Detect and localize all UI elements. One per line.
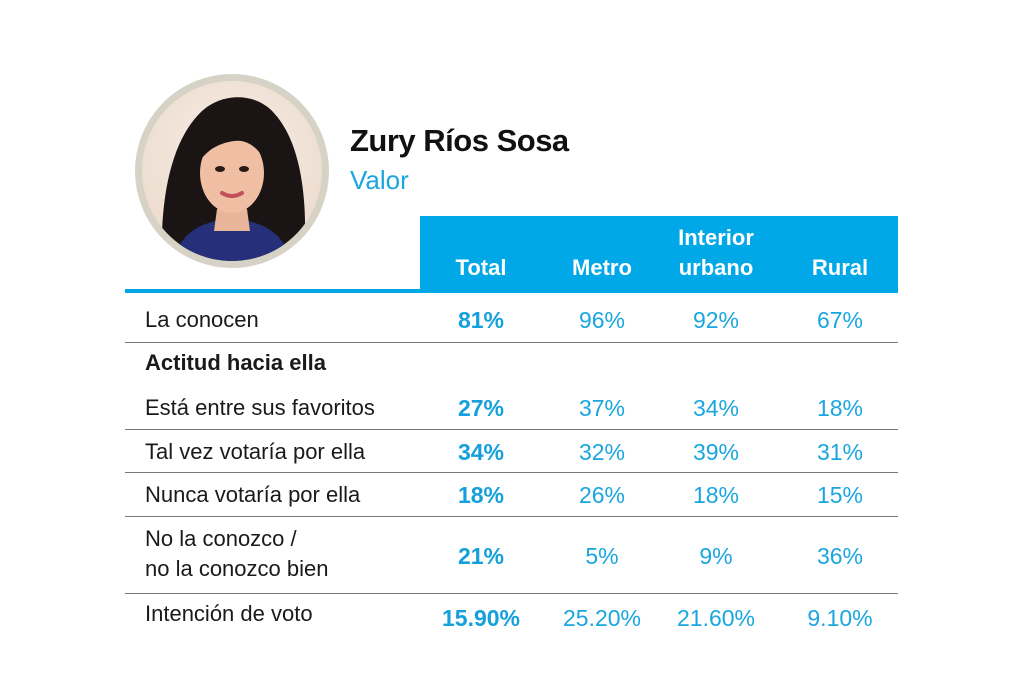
table-header-rule <box>125 289 898 293</box>
row-label: Está entre sus favoritos <box>145 395 375 420</box>
row-divider <box>125 516 898 517</box>
cell-rural: 18% <box>816 395 864 421</box>
cell-interior: 18% <box>692 482 740 508</box>
column-header-interior-urbano: Interior urbano <box>678 225 754 280</box>
cell-rural: 67% <box>816 307 864 333</box>
row-label-line-1: No la conozco / <box>145 526 297 551</box>
cell-total: 81% <box>457 307 505 333</box>
cell-metro: 96% <box>578 307 626 333</box>
row-divider <box>125 472 898 473</box>
row-divider <box>125 593 898 594</box>
row-divider <box>125 429 898 430</box>
cell-total: 18% <box>457 482 505 508</box>
row-label: La conocen <box>145 307 259 332</box>
cell-interior: 92% <box>692 307 740 333</box>
cell-rural: 9.10% <box>807 605 873 631</box>
cell-rural: 15% <box>816 482 864 508</box>
row-divider <box>125 342 898 343</box>
portrait-illustration <box>161 97 306 261</box>
cell-metro: 26% <box>578 482 626 508</box>
row-label: Tal vez votaría por ella <box>145 439 366 464</box>
column-header-total: Total <box>455 255 507 280</box>
cell-metro: 25.20% <box>562 605 641 631</box>
column-header-rural: Rural <box>811 255 869 280</box>
cell-total: 34% <box>457 439 505 465</box>
cell-total: 27% <box>457 395 505 421</box>
candidate-party: Valor <box>350 165 409 195</box>
cell-interior: 34% <box>692 395 740 421</box>
table-header-band <box>420 216 898 292</box>
cell-interior: 39% <box>692 439 740 465</box>
row-label: Nunca votaría por ella <box>145 482 361 507</box>
cell-metro: 32% <box>578 439 626 465</box>
cell-total: 15.90% <box>441 605 520 631</box>
candidate-photo <box>135 74 329 268</box>
row-label-line-2: no la conozco bien <box>145 556 329 581</box>
cell-interior: 9% <box>699 543 733 569</box>
row-label: Intención de voto <box>145 601 313 626</box>
candidate-name: Zury Ríos Sosa <box>350 123 569 158</box>
section-label: Actitud hacia ella <box>145 350 326 375</box>
cell-rural: 36% <box>816 543 864 569</box>
cell-metro: 37% <box>578 395 626 421</box>
cell-total: 21% <box>457 543 505 569</box>
cell-interior: 21.60% <box>676 605 755 631</box>
cell-metro: 5% <box>585 543 619 569</box>
cell-rural: 31% <box>816 439 864 465</box>
column-header-metro: Metro <box>572 255 632 280</box>
